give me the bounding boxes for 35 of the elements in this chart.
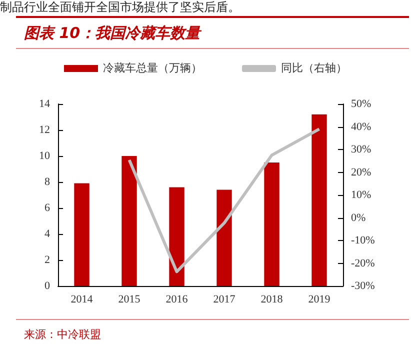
y2-tick-label: 0% — [351, 212, 366, 224]
y-tick-label: 0 — [44, 280, 50, 292]
x-tick-label: 2017 — [213, 294, 236, 306]
y2-tick-label: -30% — [351, 280, 375, 292]
y2-tick-label: 20% — [351, 166, 372, 178]
y2-tick-label: 50% — [351, 98, 372, 110]
bar — [312, 114, 327, 286]
x-tick-label: 2015 — [118, 294, 141, 306]
legend-label: 冷藏车总量（万辆） — [103, 62, 202, 74]
y-tick-label: 10 — [39, 150, 50, 162]
bar — [216, 190, 232, 286]
bar — [264, 162, 280, 286]
source-note: 来源：中冷联盟 — [24, 327, 101, 342]
y-tick-label: 14 — [39, 98, 50, 110]
x-tick-label: 2018 — [260, 294, 284, 306]
text: 制品行业全面铺开全国市场提供了坚实后盾。 — [0, 0, 240, 14]
y-tick-label: 4 — [44, 228, 50, 240]
y2-tick-label: -20% — [351, 257, 375, 270]
legend-label: 同比（右轴） — [281, 62, 347, 74]
x-tick-label: 2014 — [70, 294, 94, 306]
line-series — [128, 128, 321, 274]
y-tick-label: 6 — [44, 202, 50, 214]
y2-tick-label: -10% — [351, 234, 375, 246]
x-tick-label: 2016 — [166, 294, 188, 306]
y-tick-label: 8 — [44, 176, 50, 188]
bar — [169, 187, 184, 286]
bar — [122, 156, 137, 286]
x-tick-label: 2019 — [308, 294, 331, 306]
y-tick-label: 12 — [39, 124, 50, 136]
y2-tick-label: 30% — [351, 144, 372, 156]
chart-title: 图表 10：我国冷藏车数量 — [24, 24, 200, 43]
y2-tick-label: 10% — [351, 189, 372, 201]
y2-tick-label: 40% — [351, 120, 372, 133]
bar — [74, 183, 90, 286]
y-tick-label: 2 — [44, 254, 50, 266]
